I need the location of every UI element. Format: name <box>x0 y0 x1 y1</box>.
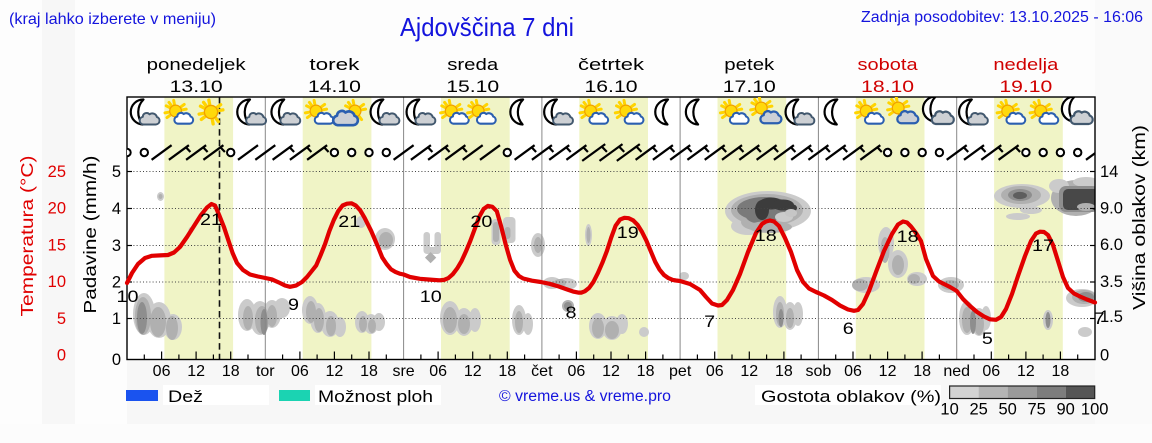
svg-text:18: 18 <box>498 363 516 380</box>
svg-text:20: 20 <box>48 200 66 218</box>
svg-text:sob: sob <box>806 363 832 380</box>
svg-text:7: 7 <box>1094 310 1105 328</box>
svg-text:21: 21 <box>338 213 360 231</box>
svg-text:1.5: 1.5 <box>1100 308 1123 326</box>
svg-text:9: 9 <box>288 296 299 314</box>
svg-text:Dež: Dež <box>168 388 203 406</box>
svg-text:torek: torek <box>309 55 360 74</box>
svg-text:06: 06 <box>153 363 171 380</box>
svg-text:pet: pet <box>669 363 692 380</box>
svg-text:10: 10 <box>48 273 66 291</box>
svg-text:četrtek: četrtek <box>578 55 645 74</box>
svg-text:06: 06 <box>706 363 724 380</box>
svg-text:16.10: 16.10 <box>585 77 638 96</box>
svg-text:5: 5 <box>112 163 121 181</box>
svg-text:06: 06 <box>844 363 862 380</box>
svg-text:21: 21 <box>200 211 222 229</box>
svg-text:3: 3 <box>112 237 121 255</box>
svg-text:12: 12 <box>740 363 758 380</box>
svg-text:20: 20 <box>470 213 492 231</box>
svg-text:8: 8 <box>566 304 577 322</box>
svg-text:13.10: 13.10 <box>170 77 223 96</box>
svg-text:Višina oblakov (km): Višina oblakov (km) <box>1129 125 1149 310</box>
svg-text:7: 7 <box>704 313 715 331</box>
svg-text:6: 6 <box>843 320 854 338</box>
svg-text:12: 12 <box>326 363 344 380</box>
svg-text:2: 2 <box>112 274 121 292</box>
svg-text:18: 18 <box>360 363 378 380</box>
svg-text:15: 15 <box>48 236 66 254</box>
svg-text:© vreme.us & vreme.pro: © vreme.us & vreme.pro <box>499 388 671 405</box>
svg-text:4: 4 <box>112 200 121 218</box>
svg-text:17.10: 17.10 <box>723 77 776 96</box>
svg-text:18: 18 <box>637 363 655 380</box>
svg-text:100: 100 <box>1081 401 1109 419</box>
svg-text:Zadnja posodobitev: 13.10.2025: Zadnja posodobitev: 13.10.2025 - 16:06 <box>861 9 1143 26</box>
svg-text:06: 06 <box>982 363 1000 380</box>
svg-text:Gostota oblakov (%): Gostota oblakov (%) <box>761 388 941 406</box>
svg-text:sreda: sreda <box>447 55 499 74</box>
svg-text:12: 12 <box>187 363 205 380</box>
svg-text:12: 12 <box>1017 363 1035 380</box>
svg-text:5: 5 <box>982 330 993 348</box>
svg-text:19.10: 19.10 <box>999 77 1052 96</box>
svg-text:sre: sre <box>392 363 414 380</box>
svg-text:petek: petek <box>724 55 775 74</box>
svg-text:90: 90 <box>1057 401 1075 419</box>
svg-text:50: 50 <box>998 401 1016 419</box>
svg-text:0: 0 <box>112 351 121 369</box>
svg-text:nedelja: nedelja <box>993 55 1059 74</box>
svg-text:čet: čet <box>531 363 553 380</box>
svg-text:(kraj lahko izberete v meniju): (kraj lahko izberete v meniju) <box>9 11 216 28</box>
svg-text:Ajdovščina 7 dni: Ajdovščina 7 dni <box>400 12 574 42</box>
svg-text:25: 25 <box>48 163 66 181</box>
svg-text:18: 18 <box>222 363 240 380</box>
svg-text:ned: ned <box>943 363 970 380</box>
svg-text:14: 14 <box>1100 163 1118 181</box>
svg-text:15.10: 15.10 <box>446 77 499 96</box>
svg-text:Možnost ploh: Možnost ploh <box>318 388 433 406</box>
svg-text:18.10: 18.10 <box>861 77 914 96</box>
svg-text:12: 12 <box>464 363 482 380</box>
svg-text:12: 12 <box>602 363 620 380</box>
svg-text:9.0: 9.0 <box>1100 200 1123 218</box>
svg-text:3.5: 3.5 <box>1100 273 1123 291</box>
svg-text:Padavine (mm/h): Padavine (mm/h) <box>80 156 100 314</box>
svg-text:18: 18 <box>755 227 777 245</box>
svg-text:10: 10 <box>117 288 139 306</box>
svg-text:5: 5 <box>57 310 66 328</box>
svg-text:18: 18 <box>897 228 919 246</box>
svg-text:06: 06 <box>568 363 586 380</box>
svg-text:17: 17 <box>1032 237 1054 255</box>
svg-text:12: 12 <box>879 363 897 380</box>
svg-text:sobota: sobota <box>858 55 919 74</box>
svg-text:6.0: 6.0 <box>1100 236 1123 254</box>
svg-text:25: 25 <box>969 401 987 419</box>
svg-text:Temperatura (°C): Temperatura (°C) <box>17 156 37 317</box>
svg-text:75: 75 <box>1027 401 1045 419</box>
svg-text:0: 0 <box>57 347 66 365</box>
svg-text:10: 10 <box>420 288 442 306</box>
svg-text:19: 19 <box>617 224 639 242</box>
svg-text:14.10: 14.10 <box>308 77 361 96</box>
svg-text:06: 06 <box>429 363 447 380</box>
svg-text:06: 06 <box>291 363 309 380</box>
svg-text:0: 0 <box>1100 347 1109 365</box>
svg-text:tor: tor <box>256 363 275 380</box>
svg-text:1: 1 <box>112 310 121 328</box>
svg-text:18: 18 <box>913 363 931 380</box>
svg-text:ponedeljek: ponedeljek <box>147 55 247 74</box>
svg-text:18: 18 <box>1052 363 1070 380</box>
svg-text:18: 18 <box>775 363 793 380</box>
svg-text:10: 10 <box>940 401 958 419</box>
